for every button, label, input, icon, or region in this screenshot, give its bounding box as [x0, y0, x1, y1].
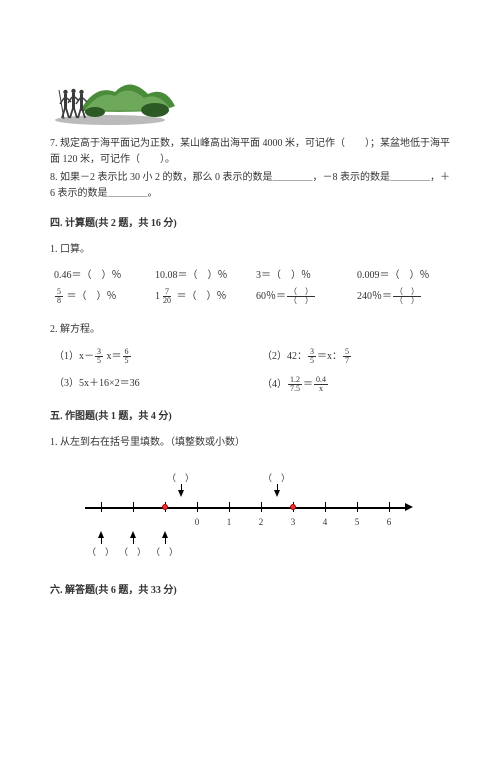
equation-cell: （1）x－35 x＝65: [54, 348, 242, 366]
equation-grid: （1）x－35 x＝65 （2）42：35＝x：57 （3）5x＋16×2＝36…: [54, 348, 450, 394]
numberline-blank-bottom: （ ）: [151, 545, 178, 559]
numberline-tick: [389, 502, 390, 512]
section-4-title: 四. 计算题(共 2 题，共 16 分): [50, 216, 450, 232]
arrow-down-icon: [178, 490, 184, 497]
numberline-tick: [325, 502, 326, 512]
calc-cell: 58 ＝（ ）％: [54, 288, 147, 306]
arrow-stem: [165, 538, 166, 544]
calc-cell: 60％＝（ ）（ ）: [256, 288, 349, 306]
numberline-figure: （ ）（ ） 0123456 （ ）（ ）（ ）: [85, 471, 415, 557]
numberline-label: 5: [355, 515, 360, 529]
numberline-label: 6: [387, 515, 392, 529]
calc-grid: 0.46＝（ ）％ 10.08＝（ ）％ 3＝（ ）％ 0.009＝（ ）％ 5…: [54, 268, 450, 306]
section-5-title: 五. 作图题(共 1 题，共 4 分): [50, 409, 450, 425]
numberline-label: 1: [227, 515, 232, 529]
numberline-tick: [261, 502, 262, 512]
arrow-up-icon: [130, 531, 136, 538]
numberline-tick: [197, 502, 198, 512]
numberline-tick: [101, 502, 102, 512]
numberline-tick: [229, 502, 230, 512]
arrow-stem: [133, 538, 134, 544]
equation-cell: （3）5x＋16×2＝36: [54, 376, 242, 394]
calc-cell: 0.46＝（ ）％: [54, 268, 147, 284]
calc-cell: 10.08＝（ ）％: [155, 268, 248, 284]
numberline-blank-bottom: （ ）: [87, 545, 114, 559]
numberline-label: 4: [323, 515, 328, 529]
numberline-tick: [133, 502, 134, 512]
equation-cell: （2）42：35＝x：57: [262, 348, 450, 366]
scene-illustration: [50, 66, 180, 126]
section-5-q1: 1. 从左到右在括号里填数。（填整数或小数）: [50, 435, 450, 451]
illustration-svg: [50, 66, 180, 126]
arrow-up-icon: [98, 531, 104, 538]
numberline-blank-bottom: （ ）: [119, 545, 146, 559]
question-7: 7. 规定高于海平面记为正数，某山峰高出海平面 4000 米，可记作（ ）；某盆…: [50, 136, 450, 168]
numberline-red-dot: [162, 504, 168, 510]
section-4-q2: 2. 解方程。: [50, 322, 450, 338]
equation-cell: （4）1.27.5＝0.4x: [262, 376, 450, 394]
numberline-arrowhead: [405, 503, 413, 511]
arrow-up-icon: [162, 531, 168, 538]
section-4-q1: 1. 口算。: [50, 242, 450, 258]
numberline-tick: [357, 502, 358, 512]
numberline-label: 0: [195, 515, 200, 529]
calc-cell: 3＝（ ）％: [256, 268, 349, 284]
numberline-red-dot: [290, 504, 296, 510]
numberline-label: 2: [259, 515, 264, 529]
calc-cell: 0.009＝（ ）％: [357, 268, 450, 284]
section-6-title: 六. 解答题(共 6 题，共 33 分): [50, 583, 450, 599]
arrow-stem: [101, 538, 102, 544]
calc-cell: 1720 ＝（ ）％: [155, 288, 248, 306]
arrow-down-icon: [274, 490, 280, 497]
question-8: 8. 如果－2 表示比 30 小 2 的数，那么 0 表示的数是＿＿＿＿，－8 …: [50, 170, 450, 202]
numberline-label: 3: [291, 515, 296, 529]
calc-cell: 240％＝（ ）（ ）: [357, 288, 450, 306]
